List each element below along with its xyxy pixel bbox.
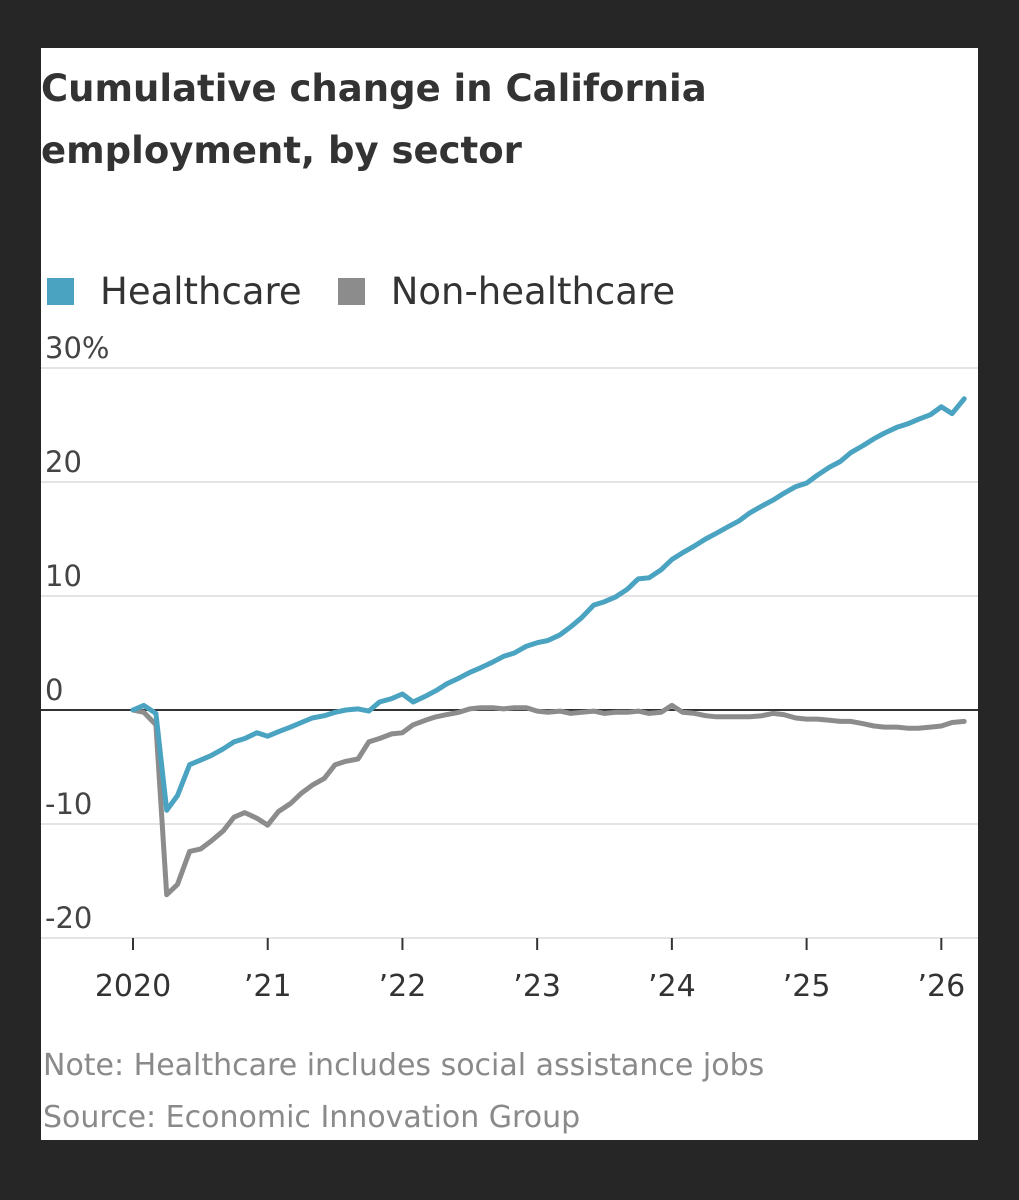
legend-item-healthcare: Healthcare xyxy=(47,270,302,313)
x-tick-label: ’21 xyxy=(244,969,292,1004)
y-tick-label: 10 xyxy=(45,559,82,593)
series-line-healthcare xyxy=(130,396,967,813)
y-tick-label: 20 xyxy=(45,445,82,479)
chart-legend: Healthcare Non-healthcare xyxy=(47,270,711,313)
y-tick-label: 0 xyxy=(45,673,63,707)
y-tick-label: -10 xyxy=(45,787,92,821)
y-tick-label: -20 xyxy=(45,901,92,935)
x-tick-label: 2020 xyxy=(95,969,171,1004)
x-tick-label: ’26 xyxy=(917,969,965,1004)
legend-item-non-healthcare: Non-healthcare xyxy=(337,270,676,313)
legend-label-healthcare: Healthcare xyxy=(100,270,302,313)
x-tick-label: ’22 xyxy=(379,969,427,1004)
legend-label-non-healthcare: Non-healthcare xyxy=(390,270,676,313)
legend-swatch-non-healthcare xyxy=(337,278,365,305)
y-tick-label: 30% xyxy=(45,331,109,365)
legend-swatch-healthcare xyxy=(47,278,74,305)
x-tick-label: ’24 xyxy=(648,969,696,1004)
x-tick-label: ’23 xyxy=(513,969,561,1004)
series-line-non-healthcare xyxy=(130,702,967,898)
chart-card: Cumulative change in California employme… xyxy=(41,48,978,1140)
chart-footnote: Note: Healthcare includes social assista… xyxy=(43,1040,764,1144)
chart-title: Cumulative change in California employme… xyxy=(41,67,707,172)
source-text: Source: Economic Innovation Group xyxy=(43,1100,581,1135)
note-text: Note: Healthcare includes social assista… xyxy=(43,1048,765,1083)
x-tick-label: ’25 xyxy=(783,969,831,1004)
